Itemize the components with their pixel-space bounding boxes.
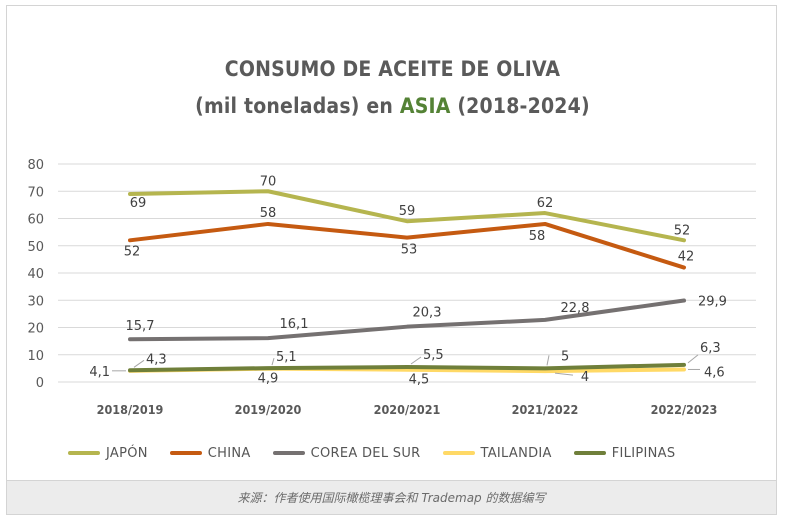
data-label: 42 <box>678 250 695 265</box>
y-tick-label: 20 <box>27 322 44 337</box>
data-label: 4,3 <box>146 352 167 367</box>
y-tick-label: 50 <box>27 240 44 255</box>
legend-item: FILIPINAS <box>573 445 676 461</box>
source-caption: 来源：作者使用国际橄榄理事会和 Trademap 的数据编写 <box>237 491 546 505</box>
data-label: 4,1 <box>89 365 110 380</box>
series-line-0 <box>128 189 686 243</box>
legend-item: COREA DEL SUR <box>272 445 421 461</box>
label-leader-line <box>546 355 550 366</box>
data-label: 69 <box>130 196 147 211</box>
y-tick-label: 0 <box>36 376 44 391</box>
data-label: 5,1 <box>276 350 297 365</box>
data-label: 16,1 <box>280 317 309 332</box>
legend-swatch <box>573 451 606 455</box>
data-label: 5 <box>561 349 569 364</box>
series-line-4 <box>128 362 686 373</box>
chart-subtitle-prefix: (mil toneladas) en <box>195 94 394 118</box>
data-label: 53 <box>401 243 418 258</box>
chart-title-text: CONSUMO DE ACEITE DE OLIVA <box>224 57 561 81</box>
chart-frame <box>6 5 777 481</box>
data-label: 58 <box>529 229 546 244</box>
chart-title-line-2: (mil toneladas) en ASIA (2018-2024) <box>0 94 785 118</box>
chart-title-line-1: CONSUMO DE ACEITE DE OLIVA <box>0 57 785 81</box>
chart-subtitle-suffix: (2018-2024) <box>457 94 590 118</box>
label-leader-line <box>271 357 275 366</box>
data-label: 58 <box>260 206 277 221</box>
data-label: 70 <box>260 174 277 189</box>
data-label: 4,5 <box>409 373 430 388</box>
legend-label: TAILANDIA <box>480 445 552 461</box>
data-label: 52 <box>674 223 691 238</box>
y-tick-label: 10 <box>27 349 44 364</box>
data-label: 59 <box>399 204 416 219</box>
series-line-1 <box>128 221 686 270</box>
data-label: 22,8 <box>561 301 590 316</box>
y-tick-label: 70 <box>27 185 44 200</box>
y-tick-label: 40 <box>27 267 44 282</box>
legend-label: JAPÓN <box>106 445 148 461</box>
label-leader-line <box>410 356 422 365</box>
label-leader-line <box>133 359 145 368</box>
legend-item: JAPÓN <box>68 446 148 461</box>
legend-label: FILIPINAS <box>611 445 676 461</box>
source-caption-bar: 来源：作者使用国际橄榄理事会和 Trademap 的数据编写 <box>6 481 777 515</box>
legend-swatch <box>272 451 305 455</box>
x-tick-label: 2018/2019 <box>97 402 164 417</box>
legend-item: TAILANDIA <box>442 445 552 461</box>
data-label: 15,7 <box>126 319 155 334</box>
legend-item: CHINA <box>169 445 251 461</box>
x-tick-label: 2022/2023 <box>651 402 718 417</box>
chart-subtitle-accent: ASIA <box>399 94 451 118</box>
data-label: 4 <box>581 370 589 385</box>
chart-legend: JAPÓN CHINA COREA DEL SUR TAILANDIA FILIPINA… <box>68 443 697 463</box>
legend-swatch <box>442 451 475 455</box>
data-label: 20,3 <box>413 306 442 321</box>
data-label: 4,9 <box>258 372 279 387</box>
y-tick-label: 60 <box>27 213 44 228</box>
data-label: 4,6 <box>704 365 725 380</box>
x-tick-label: 2019/2020 <box>235 402 302 417</box>
legend-label: COREA DEL SUR <box>310 445 421 461</box>
data-label: 52 <box>124 244 141 259</box>
legend-swatch <box>68 451 100 455</box>
series-line-2 <box>128 298 686 342</box>
x-tick-label: 2020/2021 <box>374 402 441 417</box>
y-tick-label: 80 <box>27 158 44 173</box>
x-tick-label: 2021/2022 <box>512 402 579 417</box>
label-leader-line <box>554 372 574 376</box>
data-label: 62 <box>537 196 554 211</box>
legend-swatch <box>169 451 202 455</box>
data-label: 5,5 <box>423 348 444 363</box>
data-label: 6,3 <box>700 341 721 356</box>
y-tick-label: 30 <box>27 294 44 309</box>
data-label: 29,9 <box>698 295 727 310</box>
legend-label: CHINA <box>207 445 251 461</box>
label-leader-line <box>687 354 699 364</box>
